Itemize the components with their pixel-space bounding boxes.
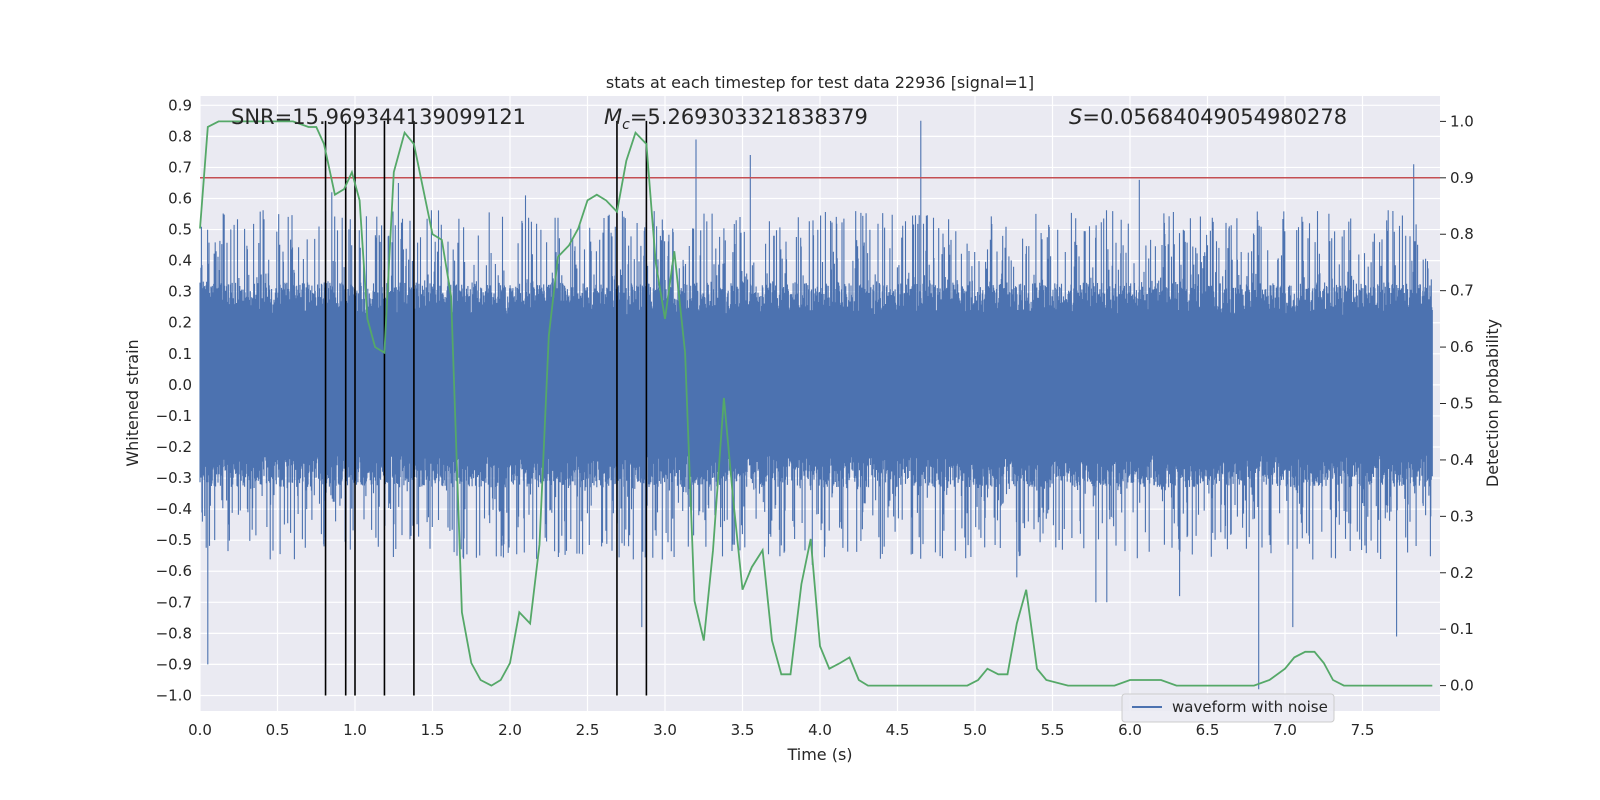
x-tick-label: 3.0: [653, 721, 677, 739]
x-tick-label: 5.5: [1041, 721, 1065, 739]
y-tick-label: 0.6: [168, 190, 192, 208]
y-tick-label: 0.2: [168, 314, 192, 332]
y-tick-label: −0.8: [156, 624, 192, 642]
y-tick-label: 0.1: [168, 345, 192, 363]
x-tick-label: 0.5: [266, 721, 290, 739]
y2-axis-label: Detection probability: [1483, 319, 1502, 487]
x-tick-label: 7.0: [1273, 721, 1297, 739]
y-tick-label: −0.9: [156, 655, 192, 673]
y-tick-label: −1.0: [156, 686, 192, 704]
x-tick-label: 2.0: [498, 721, 522, 739]
x-tick-label: 6.0: [1118, 721, 1142, 739]
y2-tick-label: 0.3: [1450, 507, 1474, 525]
y-tick-label: −0.4: [156, 500, 192, 518]
x-tick-label: 4.0: [808, 721, 832, 739]
y2-ticks: 0.0 0.1 0.2 0.3 0.4 0.5 0.6 0.7 0.8 0.9 1.0: [1440, 112, 1474, 695]
y2-tick-label: 0.8: [1450, 225, 1474, 243]
y-tick-label: 0.9: [168, 96, 192, 114]
chirp-mass-symbol: M: [604, 105, 622, 129]
x-tick-label: 4.5: [886, 721, 910, 739]
legend-label: waveform with noise: [1172, 698, 1328, 716]
y-tick-label: −0.1: [156, 407, 192, 425]
y2-tick-label: 0.0: [1450, 677, 1474, 695]
waveform-series: [199, 120, 1433, 690]
s-symbol: S: [1069, 105, 1082, 129]
y-tick-label: 0.8: [168, 127, 192, 145]
waveform-path: [199, 120, 1433, 690]
y2-tick-label: 0.9: [1450, 169, 1474, 187]
x-tick-label: 2.5: [576, 721, 600, 739]
s-annotation: S=0.05684049054980278: [1069, 105, 1347, 129]
y-tick-label: 0.5: [168, 221, 192, 239]
chart-title: stats at each timestep for test data 229…: [606, 73, 1034, 92]
marker-lines: [324, 120, 648, 696]
y-tick-label: 0.7: [168, 158, 192, 176]
chirp-mass-subscript: c: [622, 117, 630, 133]
y-tick-label: 0.4: [168, 252, 192, 270]
x-tick-label: 5.0: [963, 721, 987, 739]
snr-annotation: SNR=15.969344139099121: [231, 105, 526, 129]
y-tick-label: 0.0: [168, 376, 192, 394]
y-tick-label: −0.3: [156, 469, 192, 487]
legend-box: [1121, 693, 1335, 723]
x-tick-label: 7.5: [1351, 721, 1375, 739]
detection-probability-line: [199, 120, 1433, 687]
legend: waveform with noise: [1121, 693, 1335, 723]
y-tick-label: −0.6: [156, 562, 192, 580]
y-tick-label: −0.2: [156, 438, 192, 456]
y2-tick-label: 1.0: [1450, 112, 1474, 130]
y-tick-label: 0.3: [168, 283, 192, 301]
chirp-mass-value: =5.269303321838379: [630, 105, 868, 129]
x-tick-label: 1.0: [343, 721, 367, 739]
s-value: =0.05684049054980278: [1082, 105, 1347, 129]
x-tick-label: 6.5: [1196, 721, 1220, 739]
y-tick-label: −0.7: [156, 593, 192, 611]
x-axis-label: Time (s): [786, 745, 852, 764]
y2-tick-label: 0.4: [1450, 451, 1474, 469]
y2-tick-label: 0.2: [1450, 564, 1474, 582]
x-ticks: 0.0 0.5 1.0 1.5 2.0 2.5 3.0 3.5 4.0 4.5 5.0 5.5 6.0 6…: [188, 721, 1374, 739]
y2-tick-label: 0.1: [1450, 620, 1474, 638]
x-tick-label: 1.5: [421, 721, 445, 739]
x-tick-label: 0.0: [188, 721, 212, 739]
x-tick-label: 3.5: [731, 721, 755, 739]
y-ticks: −1.0 −0.9 −0.8 −0.7 −0.6 −0.5 −0.4 −0.3 −0.2 −0.1…: [156, 96, 192, 704]
y2-tick-label: 0.6: [1450, 338, 1474, 356]
y2-tick-label: 0.7: [1450, 282, 1474, 300]
y-tick-label: −0.5: [156, 531, 192, 549]
chirp-mass-annotation: Mc=5.269303321838379: [604, 105, 868, 133]
y-axis-label: Whitened strain: [123, 339, 142, 466]
y2-tick-label: 0.5: [1450, 395, 1474, 413]
